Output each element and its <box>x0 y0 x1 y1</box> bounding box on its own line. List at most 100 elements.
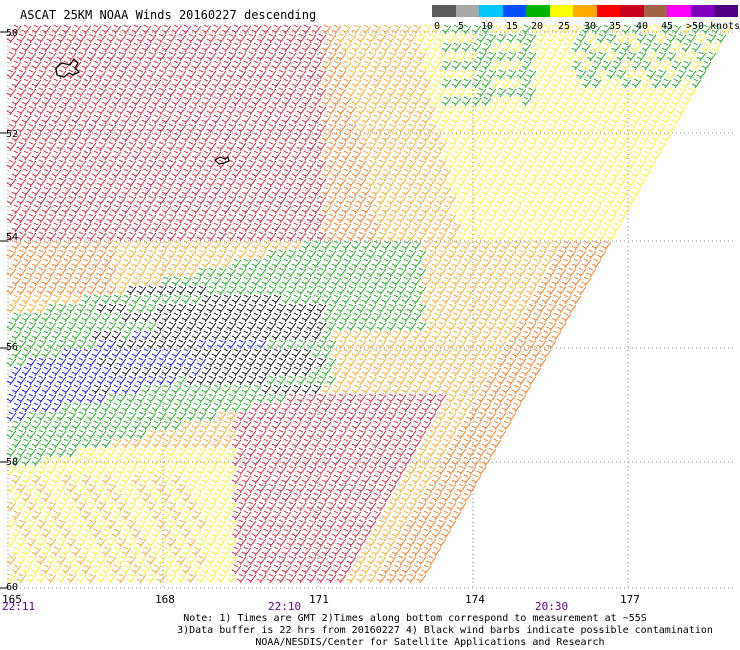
wind-barb <box>321 348 332 359</box>
wind-barb <box>326 249 337 260</box>
wind-barb <box>301 276 312 287</box>
wind-barb <box>26 141 37 152</box>
wind-barb <box>141 294 152 305</box>
wind-barb <box>606 87 617 98</box>
wind-barb <box>676 51 687 62</box>
wind-barb <box>176 321 187 332</box>
wind-barb <box>526 123 537 134</box>
wind-barb <box>561 312 572 323</box>
wind-barb <box>416 195 427 206</box>
wind-barb <box>91 348 102 359</box>
wind-barb <box>296 375 307 386</box>
wind-barb <box>61 456 72 467</box>
wind-barb <box>311 186 322 197</box>
wind-barb <box>56 33 67 44</box>
wind-barb <box>231 492 242 503</box>
wind-barb <box>411 348 422 359</box>
wind-barb <box>526 195 537 206</box>
wind-barb <box>376 285 387 296</box>
wind-barb <box>321 60 332 71</box>
wind-barb <box>371 510 382 521</box>
wind-barb <box>36 465 47 476</box>
wind-barb <box>391 24 402 35</box>
wind-barb <box>231 42 242 53</box>
wind-barb <box>501 114 512 125</box>
legend-swatch <box>690 5 715 17</box>
wind-barb <box>531 168 542 179</box>
wind-barb <box>281 186 292 197</box>
wind-barb <box>406 51 417 62</box>
wind-barb <box>46 285 57 296</box>
wind-barb <box>196 465 207 476</box>
wind-barb <box>221 402 232 413</box>
wind-barb <box>376 321 387 332</box>
wind-barb <box>26 159 37 170</box>
wind-barb <box>466 483 477 494</box>
wind-barb <box>271 204 282 215</box>
wind-barb <box>176 159 187 170</box>
wind-barb <box>131 258 142 269</box>
wind-barb <box>131 24 142 35</box>
wind-barb <box>431 78 442 89</box>
wind-barb <box>376 123 387 134</box>
wind-barb <box>266 105 277 116</box>
wind-barb <box>526 33 537 44</box>
wind-barb <box>36 501 47 512</box>
wind-barb <box>116 411 127 422</box>
wind-barb <box>91 204 102 215</box>
wind-barb <box>86 501 97 512</box>
wind-barb <box>11 312 22 323</box>
wind-barb <box>181 492 192 503</box>
wind-barb <box>21 528 32 539</box>
wind-barb <box>131 96 142 107</box>
wind-barb <box>556 231 567 242</box>
wind-barb <box>481 384 492 395</box>
wind-barb <box>211 312 222 323</box>
wind-barb <box>556 33 567 44</box>
wind-barb <box>226 33 237 44</box>
wind-barb <box>71 492 82 503</box>
wind-barb <box>561 132 572 143</box>
wind-barb <box>41 564 52 575</box>
wind-barb <box>631 42 642 53</box>
wind-barb <box>331 276 342 287</box>
wind-barb <box>111 420 122 431</box>
wind-barb <box>546 249 557 260</box>
wind-barb <box>296 285 307 296</box>
wind-barb <box>271 24 282 35</box>
wind-barb <box>191 114 202 125</box>
wind-barb <box>621 204 632 215</box>
wind-barb <box>256 447 267 458</box>
wind-barb <box>401 204 412 215</box>
wind-barb <box>306 447 317 458</box>
wind-barb <box>641 132 652 143</box>
wind-barb <box>486 69 497 80</box>
wind-barb <box>401 42 412 53</box>
wind-barb <box>201 258 212 269</box>
wind-barb <box>426 195 437 206</box>
wind-barb <box>326 285 337 296</box>
wind-barb <box>116 141 127 152</box>
wind-barb <box>191 564 202 575</box>
wind-barb <box>531 348 542 359</box>
wind-barb <box>66 195 77 206</box>
wind-barb <box>366 141 377 152</box>
wind-barb <box>351 438 362 449</box>
wind-barb <box>196 519 207 530</box>
wind-barb <box>361 168 372 179</box>
wind-barb <box>286 69 297 80</box>
wind-barb <box>321 78 332 89</box>
wind-barb <box>631 96 642 107</box>
wind-barb <box>376 537 387 548</box>
wind-barb <box>191 492 202 503</box>
wind-barb <box>341 510 352 521</box>
wind-barb <box>121 258 132 269</box>
wind-barb <box>61 276 72 287</box>
wind-barb <box>541 78 552 89</box>
wind-barb <box>376 267 387 278</box>
wind-barb <box>456 105 467 116</box>
wind-barb <box>391 384 402 395</box>
wind-barb <box>136 51 147 62</box>
wind-barb <box>246 195 257 206</box>
wind-barb <box>351 240 362 251</box>
